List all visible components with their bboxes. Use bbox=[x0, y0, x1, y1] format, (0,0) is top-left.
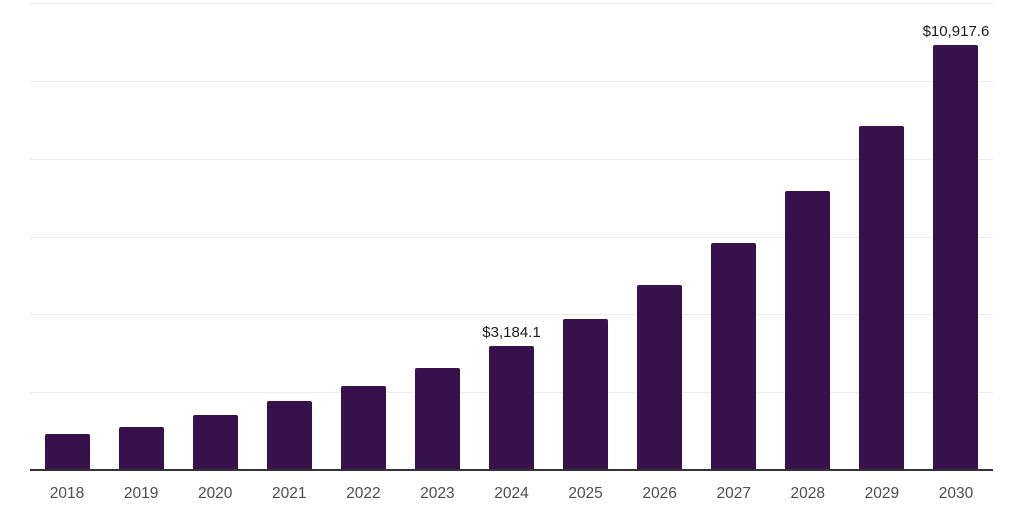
gridline-10000 bbox=[30, 80, 993, 82]
x-tick-2028: 2028 bbox=[790, 485, 826, 502]
x-tick-2019: 2019 bbox=[123, 485, 159, 502]
x-tick-2027: 2027 bbox=[716, 485, 751, 502]
x-tick-2030: 2030 bbox=[938, 485, 974, 502]
x-tick-2022: 2022 bbox=[346, 485, 381, 502]
bar-2030[interactable] bbox=[933, 45, 979, 470]
x-tick-2018: 2018 bbox=[49, 485, 85, 502]
gridline-8000 bbox=[30, 158, 993, 160]
x-tick-2024: 2024 bbox=[494, 485, 529, 502]
x-tick-2026: 2026 bbox=[642, 485, 677, 502]
bar-2022[interactable] bbox=[340, 385, 386, 470]
bar-2018[interactable] bbox=[44, 434, 90, 470]
x-tick-2023: 2023 bbox=[420, 485, 455, 502]
bar-2020[interactable] bbox=[192, 415, 238, 470]
gridline-12000 bbox=[30, 3, 993, 4]
x-tick-2025: 2025 bbox=[568, 485, 603, 502]
x-tick-2029: 2029 bbox=[864, 485, 900, 502]
bar-2029[interactable] bbox=[859, 125, 905, 470]
data-label-2024: $3,184.1 bbox=[482, 324, 541, 342]
bar-2025[interactable] bbox=[563, 319, 609, 470]
bar-2019[interactable] bbox=[118, 426, 164, 470]
x-tick-2021: 2021 bbox=[272, 485, 307, 502]
bar-2023[interactable] bbox=[414, 368, 460, 470]
bar-2024[interactable] bbox=[489, 346, 534, 470]
data-label-2030: $10,917.6 bbox=[922, 23, 990, 41]
gridline-4000 bbox=[30, 314, 993, 316]
gridline-6000 bbox=[30, 236, 993, 238]
bar-2028[interactable] bbox=[785, 190, 831, 470]
x-axis-line bbox=[30, 469, 993, 471]
x-tick-2020: 2020 bbox=[197, 485, 233, 502]
bar-2027[interactable] bbox=[711, 243, 757, 470]
bar-2021[interactable] bbox=[266, 401, 312, 470]
bar-2026[interactable] bbox=[637, 285, 683, 470]
